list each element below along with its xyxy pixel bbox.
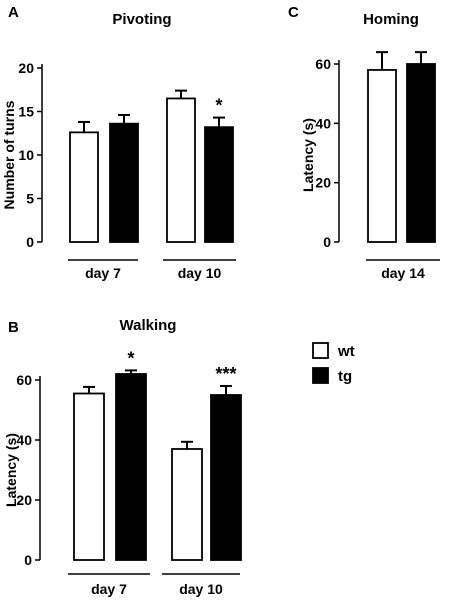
y-tick-label: 10 bbox=[18, 147, 34, 163]
category-label: day 7 bbox=[91, 581, 127, 597]
y-tick-label: 40 bbox=[315, 115, 331, 131]
y-axis-title: Latency (s) bbox=[3, 433, 19, 507]
panel-a: A Pivoting Number of turns 0 5 10 15 20 day 7 day… bbox=[1, 4, 236, 281]
panel-letter: A bbox=[8, 4, 19, 21]
significance-marker: * bbox=[127, 348, 134, 368]
y-tick-label: 20 bbox=[315, 175, 331, 191]
legend-label-wt: wt bbox=[337, 343, 355, 360]
category-label: day 7 bbox=[85, 265, 121, 281]
y-tick-label: 0 bbox=[323, 234, 331, 250]
bar-wt bbox=[166, 97, 196, 243]
bar-wt bbox=[171, 448, 203, 561]
category-label: day 10 bbox=[178, 265, 222, 281]
y-axis-title: Number of turns bbox=[1, 100, 17, 209]
bar-wt bbox=[69, 131, 99, 243]
panel-letter: B bbox=[8, 319, 19, 336]
bar-wt bbox=[73, 392, 105, 561]
legend-swatch-wt bbox=[312, 342, 329, 359]
y-tick-label: 20 bbox=[16, 492, 32, 508]
category-label: day 10 bbox=[179, 581, 223, 597]
category-label: day 14 bbox=[381, 265, 425, 281]
chart-title: Walking bbox=[120, 317, 177, 334]
legend-label-tg: tg bbox=[338, 368, 352, 385]
y-tick-label: 0 bbox=[26, 234, 34, 250]
bar-tg bbox=[115, 373, 147, 561]
y-tick-label: 0 bbox=[24, 552, 32, 568]
bar-tg bbox=[204, 126, 234, 243]
significance-marker: *** bbox=[215, 364, 236, 384]
bar-tg bbox=[109, 122, 139, 243]
bar-wt bbox=[367, 69, 397, 243]
panel-letter: C bbox=[288, 4, 299, 21]
y-tick-label: 5 bbox=[26, 191, 34, 207]
y-tick-label: 15 bbox=[18, 104, 34, 120]
y-tick-label: 60 bbox=[315, 56, 331, 72]
y-tick-label: 60 bbox=[16, 372, 32, 388]
panel-c: C Homing Latency (s) 0 20 40 60 day 14 bbox=[288, 4, 440, 281]
y-tick-label: 40 bbox=[16, 432, 32, 448]
chart-title: Homing bbox=[363, 11, 419, 28]
legend-swatch-tg bbox=[312, 367, 329, 384]
chart-title: Pivoting bbox=[112, 11, 171, 28]
y-tick-label: 20 bbox=[18, 60, 34, 76]
legend: wt tg bbox=[312, 342, 355, 385]
bar-tg bbox=[406, 63, 436, 243]
y-axis-title: Latency (s) bbox=[300, 118, 316, 192]
significance-marker: * bbox=[215, 96, 222, 116]
bar-tg bbox=[210, 394, 242, 561]
